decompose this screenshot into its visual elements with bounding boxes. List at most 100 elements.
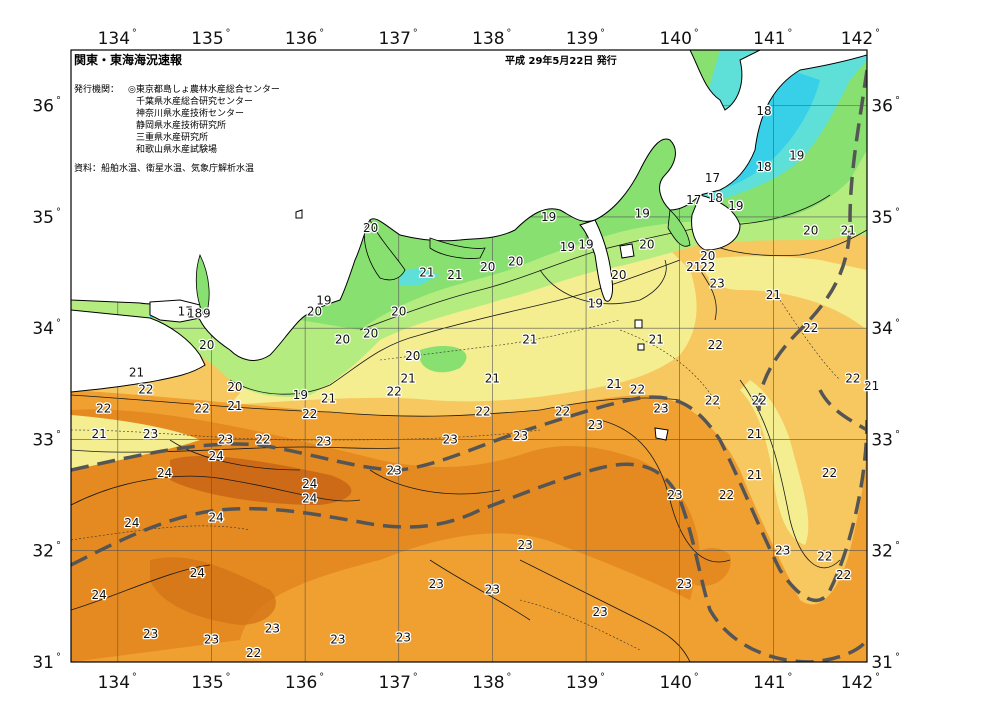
lat-degree-right-35: ° <box>895 207 900 218</box>
lon-degree-bottom-134: ° <box>132 672 137 683</box>
sst-value-label: 21 <box>649 332 664 346</box>
sst-value-label: 22 <box>194 401 209 415</box>
sst-value-label: 20 <box>611 268 626 282</box>
lon-label-top-135: 135 <box>191 29 223 49</box>
sst-band-21 <box>71 415 200 470</box>
lat-label-right-33: 33 <box>871 430 893 450</box>
sst-value-label: 21 <box>227 399 242 413</box>
sst-value-label: 19 <box>316 293 331 307</box>
lon-degree-top-135: ° <box>225 28 230 39</box>
lon-degree-top-140: ° <box>694 28 699 39</box>
lat-degree-right-32: ° <box>895 541 900 552</box>
issuer-label: 発行機関： <box>74 83 119 95</box>
lat-label-left-33: 33 <box>32 430 54 450</box>
sst-value-label: 21 <box>686 260 701 274</box>
lon-degree-bottom-140: ° <box>694 672 699 683</box>
lat-degree-right-33: ° <box>895 429 900 440</box>
sst-value-label: 17 <box>686 193 701 207</box>
kuroshio-axis-north <box>71 395 867 603</box>
sst-value-label: 20 <box>508 254 523 268</box>
lon-degree-top-139: ° <box>600 28 605 39</box>
issuer-agency-5: 三重県水産研究所 <box>136 131 208 143</box>
sst-value-label: 22 <box>475 405 490 419</box>
sst-value-label: 22 <box>630 382 645 396</box>
sst-value-label: 19 <box>588 297 603 311</box>
lon-degree-top-141: ° <box>787 28 792 39</box>
kuroshio-axis-east-b <box>818 389 867 432</box>
lon-degree-bottom-136: ° <box>319 672 324 683</box>
lon-label-top-142: 142 <box>841 29 873 49</box>
sst-value-label: 23 <box>588 418 603 432</box>
sst-value-label: 19 <box>541 210 556 224</box>
axis-labels: 134 °134 °135 °135 °136 °136 °137 °137 °138 °138 °… <box>32 28 900 693</box>
sst-value-label: 22 <box>752 394 767 408</box>
sst-value-label: 24 <box>209 510 224 524</box>
lon-degree-bottom-142: ° <box>875 672 880 683</box>
sst-value-label: 21 <box>91 427 106 441</box>
sst-value-label: 22 <box>700 260 715 274</box>
lon-label-bottom-137: 137 <box>379 673 411 693</box>
sst-value-label: 21 <box>747 427 762 441</box>
sst-value-label: 17 <box>178 304 193 318</box>
lon-label-top-137: 137 <box>379 29 411 49</box>
lat-label-right-36: 36 <box>871 97 893 117</box>
sst-value-label: 22 <box>822 466 837 480</box>
sst-value-label: 9 <box>203 307 211 321</box>
issuer-agency-6: 和歌山県水産試験場 <box>136 143 217 155</box>
lon-label-bottom-139: 139 <box>566 673 598 693</box>
lat-label-left-32: 32 <box>32 542 54 562</box>
lon-label-bottom-138: 138 <box>472 673 504 693</box>
sst-value-label: 22 <box>246 646 261 660</box>
sst-value-label: 21 <box>400 371 415 385</box>
sst-value-label: 19 <box>560 240 575 254</box>
lon-degree-bottom-137: ° <box>413 672 418 683</box>
sst-value-label: 18 <box>708 191 723 205</box>
sst-value-label: 20 <box>700 249 715 263</box>
sst-value-label: 21 <box>766 288 781 302</box>
sst-value-label: 20 <box>639 238 654 252</box>
sst-value-label: 20 <box>480 260 495 274</box>
sst-value-label: 24 <box>190 566 205 580</box>
lon-label-top-134: 134 <box>98 29 130 49</box>
sst-value-label: 21 <box>747 468 762 482</box>
sst-value-label: 22 <box>817 549 832 563</box>
sst-band-18-b <box>400 268 440 285</box>
sst-band-25-b <box>150 557 276 625</box>
lat-label-right-32: 32 <box>871 542 893 562</box>
bays <box>195 209 691 320</box>
lat-degree-left-36: ° <box>56 96 61 107</box>
lon-label-bottom-136: 136 <box>285 673 317 693</box>
lon-label-top-139: 139 <box>566 29 598 49</box>
land-izu-peninsula <box>579 219 613 302</box>
lon-degree-top-137: ° <box>413 28 418 39</box>
sst-value-label: 23 <box>429 577 444 591</box>
sst-value-label: 23 <box>513 429 528 443</box>
map-title: 関東・東海海況速報 <box>74 52 183 67</box>
lon-label-bottom-142: 142 <box>841 673 873 693</box>
ise-bay <box>363 219 406 281</box>
sst-value-label: 21 <box>447 268 462 282</box>
sst-value-label: 20 <box>391 304 406 318</box>
lat-degree-right-31: ° <box>895 652 900 663</box>
sst-value-label: 21 <box>841 223 856 237</box>
lat-label-left-34: 34 <box>32 319 54 339</box>
sst-value-label: 22 <box>705 394 720 408</box>
sst-value-label: 20 <box>363 327 378 341</box>
sst-value-label: 19 <box>789 149 804 163</box>
lon-degree-top-142: ° <box>875 28 880 39</box>
sst-value-label: 20 <box>199 338 214 352</box>
lat-degree-left-32: ° <box>56 541 61 552</box>
sst-value-label: 20 <box>803 223 818 237</box>
issuer-agency-4: 静岡県水産技術研究所 <box>136 119 226 131</box>
sst-value-label: 24 <box>302 477 317 491</box>
issue-date: 平成 29年5月22日 発行 <box>505 54 617 67</box>
land-oshima <box>619 243 635 259</box>
sst-value-label: 22 <box>719 488 734 502</box>
sst-value-label: 22 <box>555 405 570 419</box>
sst-value-label: 21 <box>419 266 434 280</box>
sst-value-label: 23 <box>316 435 331 449</box>
lat-label-right-34: 34 <box>871 319 893 339</box>
kuroshio-axis-east <box>757 69 867 421</box>
sst-value-label: 23 <box>386 464 401 478</box>
